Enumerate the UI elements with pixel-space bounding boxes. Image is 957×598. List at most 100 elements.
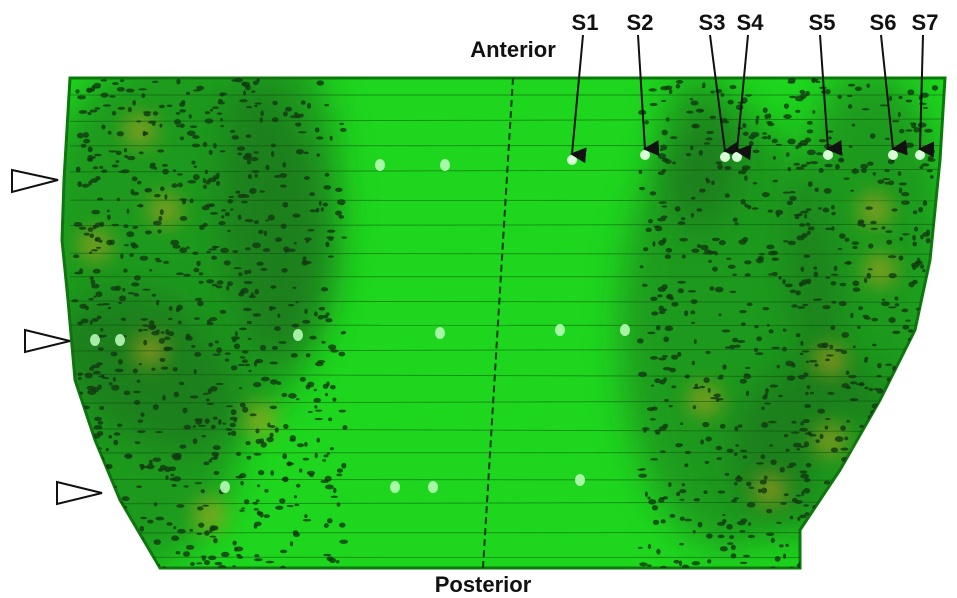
- granule: [315, 453, 318, 459]
- granule: [806, 208, 812, 211]
- granule: [783, 192, 791, 194]
- granule: [314, 311, 318, 316]
- granule: [108, 131, 112, 135]
- granule: [103, 104, 111, 107]
- granule: [866, 273, 871, 279]
- granule: [190, 562, 195, 566]
- granule: [878, 455, 882, 458]
- granule: [671, 302, 678, 307]
- granule: [216, 285, 223, 288]
- granule: [171, 535, 179, 541]
- granule: [935, 269, 941, 274]
- granule: [179, 109, 186, 112]
- granule: [213, 246, 219, 248]
- granule: [255, 174, 258, 178]
- granule: [682, 255, 686, 259]
- granule: [96, 362, 103, 366]
- granule: [803, 254, 810, 258]
- granule: [138, 88, 147, 90]
- granule: [114, 432, 121, 436]
- granule: [718, 535, 725, 539]
- granule: [676, 80, 683, 84]
- granule: [763, 107, 768, 113]
- granule: [831, 448, 838, 453]
- granule: [165, 475, 168, 480]
- granule: [328, 344, 336, 350]
- granule: [660, 145, 667, 151]
- granule: [179, 247, 187, 253]
- granule: [734, 497, 739, 499]
- granule: [811, 78, 818, 82]
- granule: [77, 181, 82, 187]
- granule: [872, 525, 880, 527]
- granule: [234, 344, 240, 350]
- granule: [325, 173, 329, 177]
- granule: [898, 96, 902, 99]
- granule: [210, 109, 213, 112]
- cell: [428, 481, 438, 493]
- granule: [912, 264, 916, 270]
- granule: [800, 353, 804, 356]
- granule: [134, 400, 140, 405]
- granule: [773, 258, 776, 260]
- granule: [196, 261, 201, 267]
- granule: [707, 251, 714, 255]
- granule: [918, 122, 927, 127]
- granule: [881, 226, 885, 229]
- cell: [220, 481, 230, 493]
- granule: [766, 245, 774, 250]
- granule: [785, 361, 794, 367]
- granule: [790, 516, 794, 520]
- granule: [847, 563, 850, 568]
- granule: [183, 485, 189, 487]
- granule: [671, 385, 676, 388]
- granule: [88, 146, 93, 152]
- granule: [326, 312, 330, 315]
- granule: [291, 353, 298, 358]
- granule: [869, 388, 873, 391]
- granule: [884, 533, 887, 539]
- granule: [237, 153, 242, 156]
- granule: [231, 409, 237, 415]
- granule: [272, 117, 279, 122]
- granule: [908, 329, 913, 333]
- granule: [751, 132, 760, 137]
- granule: [797, 306, 805, 309]
- granule: [899, 237, 903, 241]
- granule: [902, 325, 909, 330]
- granule: [302, 320, 310, 324]
- granule: [898, 255, 903, 260]
- granule: [220, 118, 223, 121]
- granule: [648, 219, 653, 224]
- granule: [907, 89, 914, 95]
- granule: [145, 230, 152, 234]
- granule: [160, 186, 165, 191]
- granule: [253, 382, 261, 387]
- granule: [888, 306, 897, 308]
- granule: [660, 450, 666, 453]
- granule: [870, 221, 877, 224]
- marked-cell: [720, 152, 730, 162]
- granule: [909, 368, 914, 374]
- granule: [125, 531, 134, 533]
- granule: [190, 395, 199, 398]
- granule: [152, 457, 161, 461]
- granule: [238, 214, 242, 220]
- granule: [640, 265, 644, 268]
- granule: [863, 519, 872, 522]
- granule: [130, 534, 137, 539]
- granule: [725, 193, 730, 197]
- granule: [888, 255, 897, 258]
- granule: [111, 385, 119, 391]
- granule: [825, 418, 831, 420]
- granule: [665, 85, 673, 89]
- granule: [244, 281, 253, 284]
- granule: [903, 409, 911, 415]
- granule: [75, 463, 81, 468]
- granule: [652, 241, 655, 247]
- granule: [338, 352, 345, 357]
- granule: [192, 252, 198, 255]
- granule: [901, 308, 908, 312]
- granule: [197, 506, 203, 510]
- granule: [265, 165, 269, 170]
